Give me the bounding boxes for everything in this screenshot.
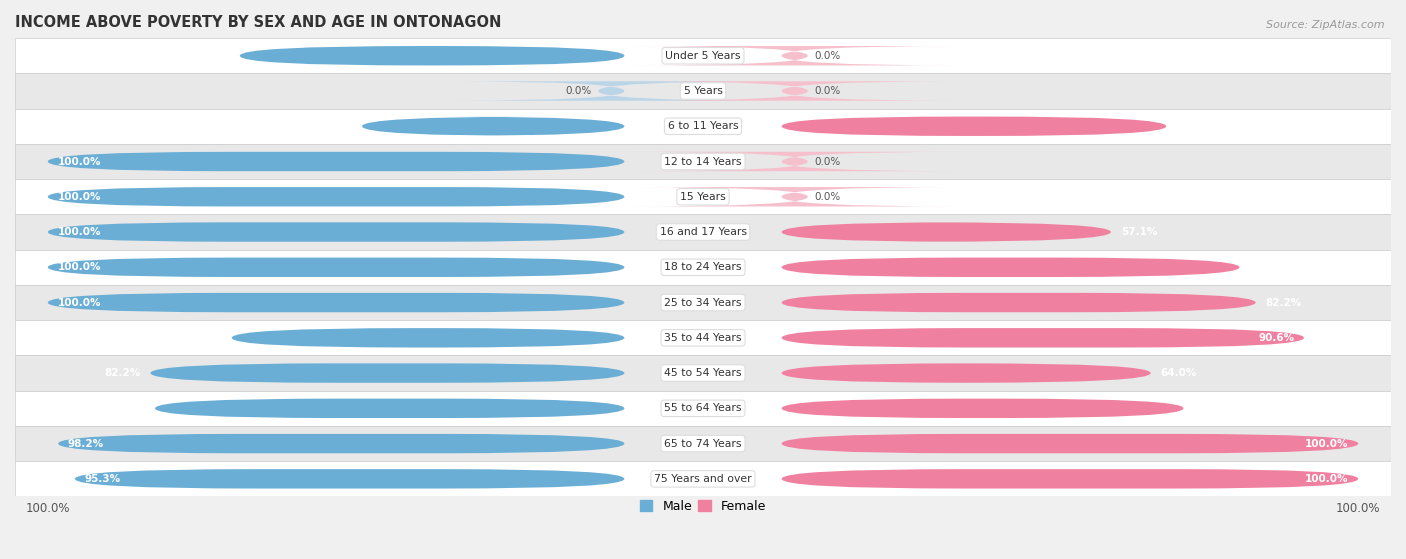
FancyBboxPatch shape bbox=[48, 293, 624, 312]
FancyBboxPatch shape bbox=[240, 46, 624, 65]
Text: 90.6%: 90.6% bbox=[1258, 333, 1294, 343]
FancyBboxPatch shape bbox=[48, 187, 624, 206]
FancyBboxPatch shape bbox=[627, 187, 962, 206]
Text: 68.1%: 68.1% bbox=[186, 333, 222, 343]
Text: 98.2%: 98.2% bbox=[67, 439, 104, 448]
FancyBboxPatch shape bbox=[75, 469, 624, 489]
Bar bbox=[15, 144, 1391, 179]
FancyBboxPatch shape bbox=[150, 363, 624, 383]
Text: 5 Years: 5 Years bbox=[683, 86, 723, 96]
Text: 82.2%: 82.2% bbox=[104, 368, 141, 378]
Text: 15 Years: 15 Years bbox=[681, 192, 725, 202]
Text: 35 to 44 Years: 35 to 44 Years bbox=[664, 333, 742, 343]
Bar bbox=[15, 73, 1391, 108]
FancyBboxPatch shape bbox=[232, 328, 624, 348]
Text: 100.0%: 100.0% bbox=[58, 227, 101, 237]
Text: 100.0%: 100.0% bbox=[58, 262, 101, 272]
Text: 12 to 14 Years: 12 to 14 Years bbox=[664, 157, 742, 167]
Text: 82.2%: 82.2% bbox=[1265, 297, 1302, 307]
Text: Under 5 Years: Under 5 Years bbox=[665, 51, 741, 61]
Text: 69.7%: 69.7% bbox=[1194, 404, 1230, 413]
Text: 79.4%: 79.4% bbox=[1250, 262, 1285, 272]
Text: 18 to 24 Years: 18 to 24 Years bbox=[664, 262, 742, 272]
FancyBboxPatch shape bbox=[782, 328, 1303, 348]
Text: 100.0%: 100.0% bbox=[1305, 474, 1348, 484]
FancyBboxPatch shape bbox=[782, 434, 1358, 453]
Text: 100.0%: 100.0% bbox=[58, 297, 101, 307]
Text: 0.0%: 0.0% bbox=[565, 86, 592, 96]
FancyBboxPatch shape bbox=[444, 81, 779, 101]
FancyBboxPatch shape bbox=[627, 152, 962, 171]
FancyBboxPatch shape bbox=[58, 434, 624, 453]
FancyBboxPatch shape bbox=[782, 293, 1256, 312]
Text: 0.0%: 0.0% bbox=[814, 157, 841, 167]
Text: 55 to 64 Years: 55 to 64 Years bbox=[664, 404, 742, 413]
Text: 65 to 74 Years: 65 to 74 Years bbox=[664, 439, 742, 448]
FancyBboxPatch shape bbox=[48, 152, 624, 171]
Bar bbox=[15, 250, 1391, 285]
Bar bbox=[15, 356, 1391, 391]
Text: 45.5%: 45.5% bbox=[316, 121, 352, 131]
Bar bbox=[15, 426, 1391, 461]
Text: 0.0%: 0.0% bbox=[814, 192, 841, 202]
Text: Source: ZipAtlas.com: Source: ZipAtlas.com bbox=[1267, 20, 1385, 30]
Text: 95.3%: 95.3% bbox=[84, 474, 121, 484]
Text: 100.0%: 100.0% bbox=[1305, 439, 1348, 448]
FancyBboxPatch shape bbox=[627, 46, 962, 65]
FancyBboxPatch shape bbox=[782, 117, 1166, 136]
Text: 0.0%: 0.0% bbox=[814, 51, 841, 61]
Text: 57.1%: 57.1% bbox=[1121, 227, 1157, 237]
FancyBboxPatch shape bbox=[782, 399, 1184, 418]
Bar bbox=[15, 38, 1391, 73]
Text: 45 to 54 Years: 45 to 54 Years bbox=[664, 368, 742, 378]
Text: INCOME ABOVE POVERTY BY SEX AND AGE IN ONTONAGON: INCOME ABOVE POVERTY BY SEX AND AGE IN O… bbox=[15, 15, 502, 30]
Text: 81.4%: 81.4% bbox=[108, 404, 145, 413]
Bar bbox=[15, 461, 1391, 496]
Text: 66.7%: 66.7% bbox=[1175, 121, 1212, 131]
FancyBboxPatch shape bbox=[48, 222, 624, 241]
Bar bbox=[15, 391, 1391, 426]
Text: 64.0%: 64.0% bbox=[1160, 368, 1197, 378]
FancyBboxPatch shape bbox=[782, 363, 1150, 383]
Text: 100.0%: 100.0% bbox=[58, 157, 101, 167]
FancyBboxPatch shape bbox=[627, 81, 962, 101]
Bar bbox=[15, 108, 1391, 144]
Text: 25 to 34 Years: 25 to 34 Years bbox=[664, 297, 742, 307]
FancyBboxPatch shape bbox=[782, 258, 1240, 277]
FancyBboxPatch shape bbox=[782, 469, 1358, 489]
Text: 16 and 17 Years: 16 and 17 Years bbox=[659, 227, 747, 237]
FancyBboxPatch shape bbox=[155, 399, 624, 418]
Text: 100.0%: 100.0% bbox=[58, 192, 101, 202]
Text: 6 to 11 Years: 6 to 11 Years bbox=[668, 121, 738, 131]
FancyBboxPatch shape bbox=[48, 258, 624, 277]
Bar bbox=[15, 320, 1391, 356]
Text: 66.7%: 66.7% bbox=[194, 51, 231, 61]
Bar bbox=[15, 285, 1391, 320]
Bar bbox=[15, 179, 1391, 215]
Text: 0.0%: 0.0% bbox=[814, 86, 841, 96]
FancyBboxPatch shape bbox=[361, 117, 624, 136]
FancyBboxPatch shape bbox=[782, 222, 1111, 241]
Legend: Male, Female: Male, Female bbox=[636, 495, 770, 518]
Bar bbox=[15, 215, 1391, 250]
Text: 75 Years and over: 75 Years and over bbox=[654, 474, 752, 484]
